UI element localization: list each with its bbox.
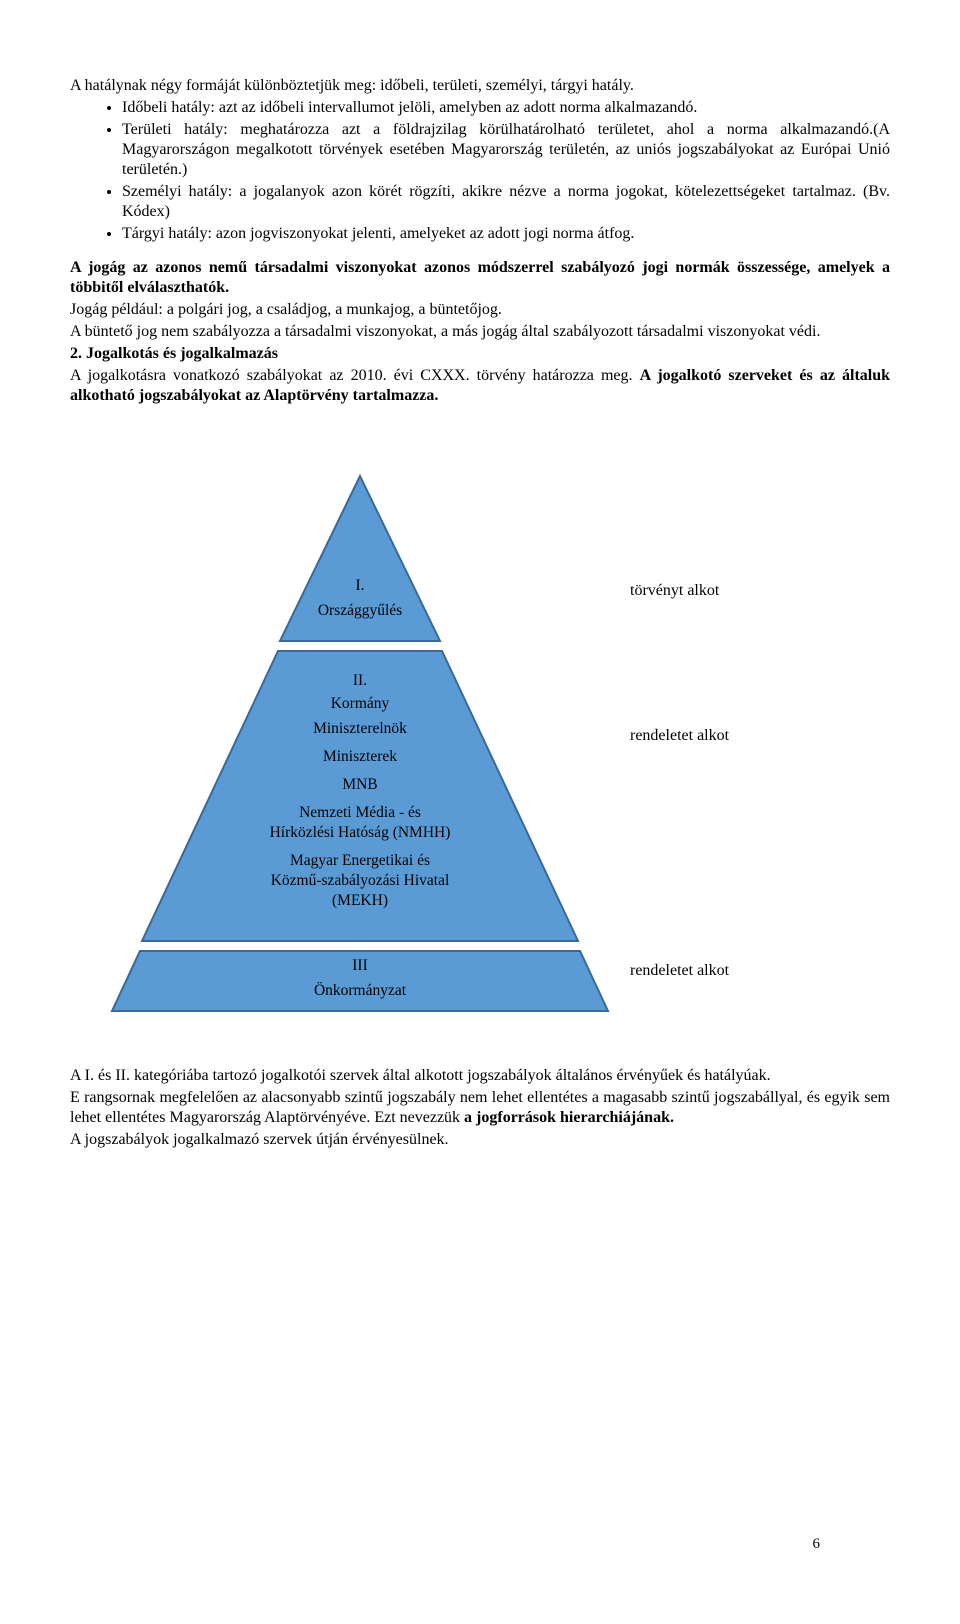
- footer-para-2: E rangsornak megfelelően az alacsonyabb …: [70, 1088, 890, 1128]
- list-item: Személyi hatály: a jogalanyok azon körét…: [122, 182, 890, 222]
- section-2-title: 2. Jogalkotás és jogalkalmazás: [70, 344, 890, 364]
- page-number: 6: [813, 1535, 821, 1554]
- pyramid-tier-1: [280, 476, 440, 641]
- list-item: Területi hatály: meghatározza azt a föld…: [122, 120, 890, 180]
- tier2-right-label: rendeletet alkot: [630, 726, 729, 746]
- pyramid-svg: [110, 466, 610, 1026]
- tier3-right-label: rendeletet alkot: [630, 961, 729, 981]
- footer-para-3: A jogszabályok jogalkalmazó szervek útjá…: [70, 1130, 890, 1150]
- bullet-list: Időbeli hatály: azt az időbeli intervall…: [70, 98, 890, 244]
- pyramid-tier-3: [112, 951, 608, 1011]
- pyramid-tier-2: [142, 651, 578, 941]
- list-item: Időbeli hatály: azt az időbeli intervall…: [122, 98, 890, 118]
- list-item: Tárgyi hatály: azon jogviszonyokat jelen…: [122, 224, 890, 244]
- jogag-definition: A jogág az azonos nemű társadalmi viszon…: [70, 258, 890, 298]
- tier1-right-label: törvényt alkot: [630, 581, 719, 601]
- bunteto-jog: A büntető jog nem szabályozza a társadal…: [70, 322, 890, 342]
- jogag-examples: Jogág például: a polgári jog, a családjo…: [70, 300, 890, 320]
- section-2-body: A jogalkotásra vonatkozó szabályokat az …: [70, 366, 890, 406]
- section-2-plain: A jogalkotásra vonatkozó szabályokat az …: [70, 367, 640, 384]
- pyramid-diagram: I. Országgyűlés II. Kormány Minisztereln…: [70, 466, 890, 1026]
- footer-para-1: A I. és II. kategóriába tartozó jogalkot…: [70, 1066, 890, 1086]
- intro-line: A hatálynak négy formáját különböztetjük…: [70, 76, 890, 96]
- footer-2-bold: a jogforrások hierarchiájának.: [464, 1109, 674, 1126]
